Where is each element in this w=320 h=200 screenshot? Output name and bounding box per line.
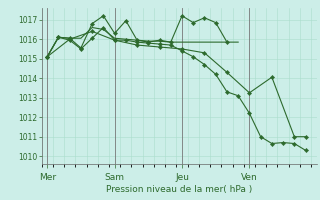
X-axis label: Pression niveau de la mer( hPa ): Pression niveau de la mer( hPa ) bbox=[106, 185, 252, 194]
